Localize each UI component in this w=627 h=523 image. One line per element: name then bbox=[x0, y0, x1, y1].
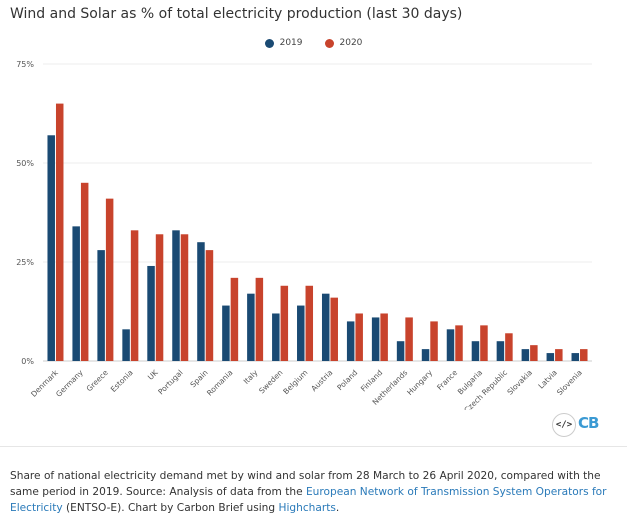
bar-2020 bbox=[355, 313, 363, 361]
bar-2020 bbox=[380, 313, 388, 361]
x-tick-label: Sweden bbox=[257, 368, 284, 395]
bar-2019 bbox=[47, 135, 55, 361]
entsoe-link[interactable]: European Network of Transmission System … bbox=[10, 486, 607, 514]
x-tick-label: Austria bbox=[309, 368, 334, 393]
y-tick-label: 25% bbox=[16, 258, 34, 267]
carbon-brief-logo: CB bbox=[578, 414, 599, 432]
bar-2019 bbox=[122, 329, 130, 361]
legend-label-2020: 2020 bbox=[339, 38, 363, 48]
caption-text-1: Share of national electricity demand met… bbox=[10, 470, 601, 498]
y-axis-ticks: 0% 25% 50% 75% bbox=[16, 60, 34, 366]
bar-2020 bbox=[105, 198, 114, 361]
bar-2019 bbox=[72, 226, 80, 361]
bar-2019 bbox=[571, 353, 580, 361]
caption: Share of national electricity demand met… bbox=[10, 468, 620, 516]
y-tick-label: 50% bbox=[16, 159, 34, 168]
bar-2019 bbox=[272, 313, 280, 361]
bar-2020 bbox=[130, 230, 139, 361]
bar-2019 bbox=[321, 293, 330, 361]
bar-2019 bbox=[471, 341, 480, 361]
divider bbox=[0, 446, 627, 447]
x-tick-label: Romania bbox=[205, 368, 235, 398]
chart-title: Wind and Solar as % of total electricity… bbox=[10, 6, 463, 22]
bar-2020 bbox=[580, 349, 588, 361]
legend-item-2019[interactable]: 2019 bbox=[264, 38, 303, 48]
y-tick-label: 0% bbox=[21, 357, 34, 366]
bar-2020 bbox=[80, 182, 89, 361]
x-tick-label: Spain bbox=[188, 368, 209, 389]
x-tick-label: Slovenia bbox=[555, 368, 584, 397]
x-tick-label: Belgium bbox=[281, 368, 309, 396]
bar-2019 bbox=[172, 230, 180, 361]
bar-2020 bbox=[330, 297, 338, 361]
x-tick-label: Estonia bbox=[109, 368, 135, 394]
bar-2020 bbox=[505, 333, 513, 361]
bar-2020 bbox=[455, 325, 463, 361]
legend-marker-2019 bbox=[264, 38, 274, 48]
bar-2020 bbox=[430, 321, 438, 361]
grid-lines bbox=[43, 63, 592, 362]
legend-marker-2020 bbox=[324, 38, 334, 48]
x-tick-label: Greece bbox=[85, 368, 111, 394]
bar-2019 bbox=[396, 341, 405, 361]
bar-2020 bbox=[530, 345, 538, 361]
x-tick-label: Slovakia bbox=[505, 368, 534, 397]
bar-2019 bbox=[371, 317, 380, 361]
bar-2019 bbox=[197, 242, 205, 361]
bar-2019 bbox=[446, 329, 455, 361]
bar-2020 bbox=[180, 234, 189, 361]
bar-2020 bbox=[405, 317, 413, 361]
bar-2020 bbox=[480, 325, 488, 361]
bar-2019 bbox=[222, 305, 230, 361]
caption-text-3: . bbox=[335, 502, 340, 514]
bar-2019 bbox=[546, 353, 555, 361]
bars bbox=[47, 103, 588, 361]
bar-2020 bbox=[555, 349, 563, 361]
bar-2020 bbox=[205, 250, 214, 361]
caption-text-2: (ENTSO-E). Chart by Carbon Brief using bbox=[62, 502, 279, 514]
x-tick-label: Italy bbox=[242, 368, 260, 386]
bar-2019 bbox=[421, 349, 430, 361]
bar-2019 bbox=[247, 293, 255, 361]
bar-2020 bbox=[230, 277, 239, 361]
highcharts-link[interactable]: Highcharts bbox=[278, 502, 336, 514]
bar-2019 bbox=[521, 349, 530, 361]
embed-code-icon[interactable]: </> bbox=[552, 413, 576, 437]
bar-2019 bbox=[297, 305, 305, 361]
x-tick-label: Germany bbox=[54, 368, 85, 399]
x-tick-label: Poland bbox=[335, 368, 359, 392]
bar-2019 bbox=[346, 321, 355, 361]
legend-item-2020[interactable]: 2020 bbox=[324, 38, 363, 48]
x-tick-label: France bbox=[435, 368, 459, 392]
x-tick-label: UK bbox=[146, 367, 160, 381]
bar-2019 bbox=[496, 341, 505, 361]
x-tick-label: Latvia bbox=[536, 368, 559, 391]
bar-2020 bbox=[305, 285, 314, 361]
x-tick-label: Hungary bbox=[405, 368, 434, 397]
bar-2019 bbox=[147, 265, 155, 361]
bar-2020 bbox=[255, 277, 264, 361]
bar-2019 bbox=[97, 250, 105, 361]
legend-label-2019: 2019 bbox=[279, 38, 303, 48]
bar-2020 bbox=[55, 103, 64, 361]
legend: 2019 2020 bbox=[0, 38, 627, 48]
y-tick-label: 75% bbox=[16, 60, 34, 69]
bar-2020 bbox=[280, 285, 289, 361]
bar-2020 bbox=[155, 234, 164, 361]
x-tick-label: Portugal bbox=[156, 368, 184, 396]
